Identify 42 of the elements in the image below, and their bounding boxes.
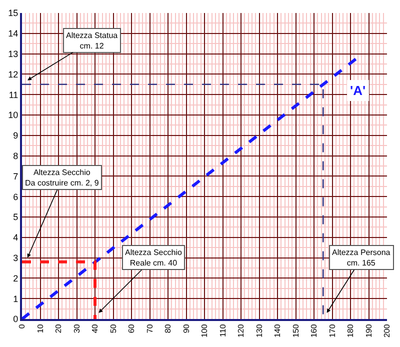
- y-tick-label: 8: [13, 150, 18, 161]
- x-tick-label: 70: [145, 324, 154, 334]
- y-tick-label: 14: [8, 28, 18, 39]
- x-tick-label: 190: [364, 324, 374, 338]
- y-tick-label: 13: [8, 48, 18, 59]
- y-tick-label: 1: [13, 294, 18, 304]
- y-tick-label: 11: [8, 90, 18, 100]
- x-tick-label: 20: [54, 324, 64, 334]
- y-tick-label: 6: [13, 192, 18, 202]
- y-tick-label: 3: [13, 252, 18, 263]
- annotation: Altezza Statua cm. 12: [66, 31, 118, 50]
- x-tick-label: 0: [18, 324, 27, 329]
- x-tick-label: 120: [236, 324, 246, 338]
- x-tick-label: 100: [200, 324, 210, 338]
- x-tick-label: 50: [108, 324, 118, 334]
- y-tick-label: 15: [8, 8, 18, 18]
- annotation: Altezza Secchio Da costruire cm. 2, 9: [25, 168, 100, 188]
- x-tick-label: 180: [346, 324, 356, 338]
- y-tick-label: 7: [13, 171, 18, 182]
- x-tick-label: 150: [291, 324, 300, 338]
- x-tick-label: 200: [382, 324, 392, 338]
- annotation: Altezza Secchio Reale cm. 40: [125, 248, 182, 268]
- x-tick-label: 140: [273, 324, 282, 338]
- y-tick-label: 2: [13, 273, 18, 284]
- x-tick-label: 60: [127, 324, 136, 334]
- x-tick-label: 110: [218, 324, 228, 337]
- x-tick-label: 130: [254, 324, 264, 338]
- y-tick-label: 4: [13, 232, 18, 243]
- y-tick-label: 9: [13, 130, 18, 141]
- x-tick-label: 160: [310, 324, 319, 338]
- x-tick-label: 170: [328, 324, 337, 338]
- x-tick-label: 90: [182, 324, 191, 334]
- x-tick-label: 80: [164, 324, 173, 334]
- annotation: 'A': [350, 83, 366, 98]
- y-tick-label: 12: [8, 69, 18, 80]
- x-tick-label: 10: [36, 324, 45, 334]
- x-tick-label: 40: [90, 324, 100, 334]
- annotation: Altezza Persona cm. 165: [332, 248, 391, 268]
- y-tick-label: 5: [13, 212, 18, 222]
- y-tick-label: 10: [8, 110, 18, 120]
- x-tick-label: 30: [72, 324, 82, 334]
- y-tick-label: 0: [13, 314, 18, 324]
